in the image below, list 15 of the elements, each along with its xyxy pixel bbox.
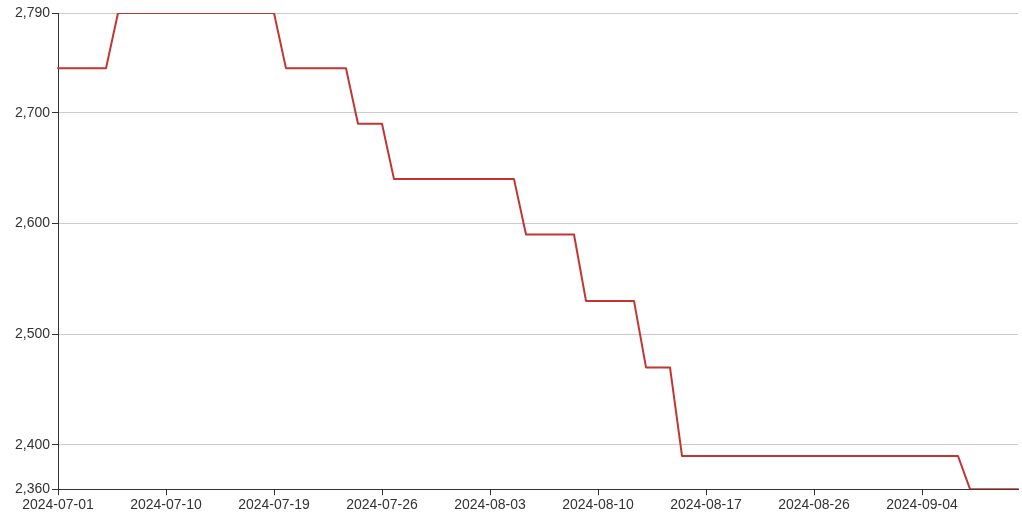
- x-tick-label: 2024-07-19: [238, 496, 311, 513]
- y-tick-label: 2,600: [14, 214, 51, 231]
- x-tick-label: 2024-07-10: [130, 496, 203, 513]
- y-tick-label: 2,500: [14, 325, 51, 342]
- y-tick-label: 2,360: [14, 480, 51, 497]
- x-tick-label: 2024-08-10: [562, 496, 635, 513]
- x-tick-label: 2024-07-26: [346, 496, 419, 513]
- x-tick-label: 2024-08-17: [670, 496, 743, 513]
- x-tick-label: 2024-09-04: [886, 496, 959, 513]
- x-tick-label: 2024-07-01: [22, 496, 95, 513]
- y-tick-label: 2,700: [14, 103, 51, 120]
- y-tick-label: 2,400: [14, 435, 51, 452]
- x-tick-label: 2024-08-03: [454, 496, 527, 513]
- x-tick-label: 2024-08-26: [778, 496, 851, 513]
- y-tick-label: 2,790: [14, 3, 51, 20]
